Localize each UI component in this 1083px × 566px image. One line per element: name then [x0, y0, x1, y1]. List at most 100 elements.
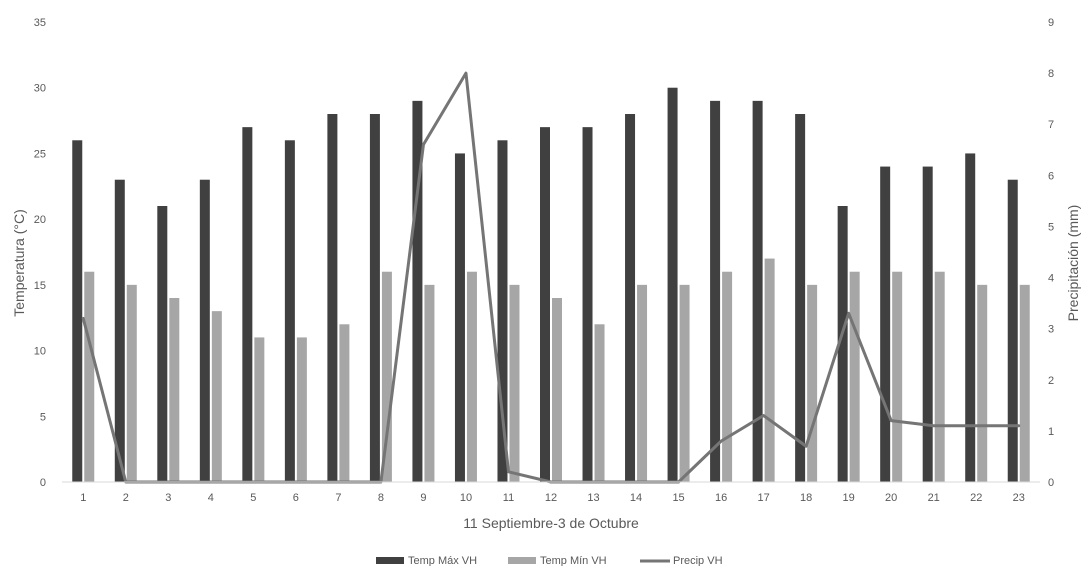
- y2-tick-label: 3: [1048, 324, 1054, 336]
- y2-tick-label: 6: [1048, 170, 1054, 182]
- bar-temp-max-16: [710, 100, 721, 482]
- y2-axis-ticks: 0 1 2 3 4 5 6 7 8 9: [1048, 17, 1054, 489]
- x-tick-label: 10: [460, 492, 472, 504]
- bar-temp-min-13: [594, 324, 605, 482]
- bar-temp-min-19: [849, 271, 860, 482]
- y-tick-label: 30: [34, 83, 46, 95]
- bar-temp-min-2: [126, 284, 137, 482]
- legend-label-precip: Precip VH: [673, 555, 723, 566]
- y2-axis-title: Precipitación (mm): [1065, 205, 1081, 322]
- bar-temp-min-18: [807, 284, 818, 482]
- bar-temp-min-15: [679, 284, 690, 482]
- bar-temp-max-13: [582, 127, 593, 483]
- bar-temp-min-1: [84, 271, 95, 482]
- y2-tick-label: 4: [1048, 273, 1054, 285]
- bar-temp-min-16: [722, 271, 733, 482]
- legend-label-temp-max: Temp Máx VH: [408, 555, 477, 566]
- legend-swatch-temp-max: [376, 557, 404, 564]
- x-tick-label: 4: [208, 492, 214, 504]
- x-tick-label: 12: [545, 492, 557, 504]
- y2-tick-label: 2: [1048, 375, 1054, 387]
- x-tick-label: 5: [250, 492, 256, 504]
- bar-temp-min-6: [296, 337, 307, 482]
- bar-temp-max-22: [965, 153, 976, 482]
- x-axis-title: 11 Septiembre-3 de Octubre: [463, 515, 639, 531]
- bar-temp-max-1: [72, 140, 83, 483]
- x-tick-label: 22: [970, 492, 982, 504]
- line-layer: [81, 71, 1021, 484]
- bar-temp-max-5: [242, 127, 253, 483]
- y-tick-label: 35: [34, 17, 46, 29]
- x-tick-label: 9: [420, 492, 426, 504]
- bar-temp-max-10: [454, 153, 465, 482]
- y-tick-label: 20: [34, 214, 46, 226]
- bar-temp-max-7: [327, 114, 338, 482]
- bar-temp-min-21: [934, 271, 945, 482]
- bar-temp-min-17: [764, 258, 775, 482]
- bar-temp-min-10: [466, 271, 477, 482]
- x-tick-label: 8: [378, 492, 384, 504]
- bar-temp-max-8: [369, 114, 380, 482]
- bar-temp-max-14: [625, 114, 636, 482]
- bar-temp-max-15: [667, 87, 678, 482]
- x-tick-label: 1: [80, 492, 86, 504]
- x-tick-label: 15: [672, 492, 684, 504]
- x-axis-ticks: 1 2 3 4 5 6 7 8 9 10 11 12 13 14 15 16 17 18 19 20 21 22 23: [80, 492, 1025, 504]
- bar-temp-min-9: [424, 284, 435, 482]
- bar-temp-max-4: [199, 179, 210, 482]
- legend: Temp Máx VH Temp Mín VH Precip VH: [376, 555, 723, 566]
- bar-temp-max-11: [497, 140, 508, 483]
- y-tick-label: 0: [40, 477, 46, 489]
- x-tick-label: 20: [885, 492, 897, 504]
- bar-temp-min-8: [381, 271, 392, 482]
- x-tick-label: 21: [928, 492, 940, 504]
- bar-temp-max-18: [795, 114, 806, 482]
- y2-tick-label: 8: [1048, 68, 1054, 80]
- bar-temp-min-4: [211, 311, 222, 482]
- x-tick-label: 6: [293, 492, 299, 504]
- bar-temp-min-22: [977, 284, 988, 482]
- y2-tick-label: 7: [1048, 119, 1054, 131]
- bar-temp-max-21: [922, 166, 933, 483]
- bar-temp-max-9: [412, 100, 423, 482]
- x-tick-label: 14: [630, 492, 642, 504]
- bar-temp-min-7: [339, 324, 350, 482]
- x-tick-label: 7: [335, 492, 341, 504]
- y2-tick-label: 1: [1048, 426, 1054, 438]
- bar-temp-max-2: [114, 179, 125, 482]
- x-tick-label: 16: [715, 492, 727, 504]
- bar-temp-max-17: [752, 100, 763, 482]
- y-tick-label: 15: [34, 280, 46, 292]
- bar-temp-min-23: [1019, 284, 1030, 482]
- y2-tick-label: 9: [1048, 17, 1054, 29]
- bar-temp-max-23: [1007, 179, 1018, 482]
- bar-temp-max-3: [157, 206, 168, 482]
- y-axis-title: Temperatura (°C): [11, 209, 27, 317]
- x-tick-label: 19: [843, 492, 855, 504]
- bar-temp-min-12: [552, 298, 562, 482]
- line-precip-series: [81, 71, 1021, 484]
- bar-temp-min-11: [509, 284, 520, 482]
- bars-layer: [72, 87, 1030, 483]
- bar-temp-max-20: [880, 166, 891, 483]
- y2-tick-label: 0: [1048, 477, 1054, 489]
- x-tick-label: 2: [123, 492, 129, 504]
- y-axis-ticks: 0 5 10 15 20 25 30 35: [34, 17, 46, 489]
- y-tick-label: 5: [40, 411, 46, 423]
- bar-temp-min-20: [892, 271, 903, 482]
- y-tick-label: 25: [34, 148, 46, 160]
- x-tick-label: 23: [1013, 492, 1025, 504]
- y2-tick-label: 5: [1048, 221, 1054, 233]
- x-tick-label: 13: [587, 492, 599, 504]
- x-tick-label: 17: [757, 492, 769, 504]
- bar-temp-max-6: [284, 140, 295, 483]
- bar-temp-min-5: [254, 337, 265, 482]
- legend-label-temp-min: Temp Mín VH: [540, 555, 607, 566]
- bar-temp-min-3: [169, 298, 180, 482]
- x-tick-label: 3: [165, 492, 171, 504]
- legend-swatch-temp-min: [508, 557, 536, 564]
- bar-temp-max-19: [837, 206, 848, 482]
- x-tick-label: 18: [800, 492, 812, 504]
